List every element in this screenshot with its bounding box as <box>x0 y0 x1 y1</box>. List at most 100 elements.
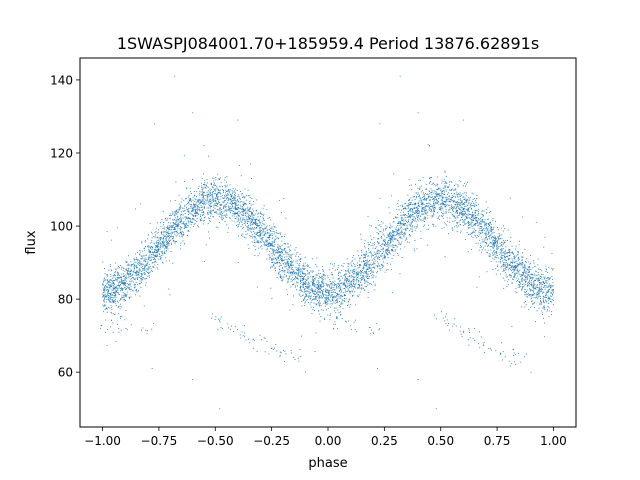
data-point <box>493 250 494 252</box>
data-point <box>459 203 461 205</box>
data-point <box>494 243 496 245</box>
data-point <box>156 222 158 224</box>
data-point <box>503 248 505 250</box>
data-point <box>176 213 178 215</box>
data-point <box>340 286 342 288</box>
data-point <box>290 272 292 274</box>
data-point <box>477 235 478 237</box>
data-point <box>512 262 513 264</box>
data-point <box>157 264 159 266</box>
data-point <box>250 211 252 213</box>
data-point <box>525 281 527 283</box>
data-point <box>441 193 443 194</box>
data-point <box>369 260 371 262</box>
data-point <box>322 265 324 267</box>
data-point <box>500 252 502 254</box>
data-point <box>431 194 433 196</box>
data-point <box>244 202 246 204</box>
data-point <box>193 218 195 220</box>
data-point <box>400 223 401 224</box>
data-point <box>322 292 324 294</box>
data-point <box>128 287 129 289</box>
data-point <box>118 282 120 284</box>
data-point <box>441 191 443 193</box>
data-point <box>538 284 540 286</box>
data-point <box>212 196 214 198</box>
data-point <box>290 264 292 266</box>
data-point <box>253 201 254 203</box>
data-point <box>523 279 525 281</box>
data-point <box>433 205 435 207</box>
data-point <box>177 226 179 228</box>
data-point <box>321 281 323 283</box>
data-point <box>233 203 235 204</box>
data-point <box>434 211 436 212</box>
data-point <box>214 211 216 213</box>
data-point <box>239 191 241 192</box>
data-point <box>480 217 482 219</box>
data-point <box>302 277 304 279</box>
data-point <box>161 231 163 233</box>
data-point <box>243 223 245 224</box>
data-point <box>408 204 409 206</box>
data-point <box>115 303 117 305</box>
data-point <box>151 254 153 256</box>
data-point <box>438 187 439 189</box>
data-point <box>355 276 357 278</box>
data-point <box>387 249 389 250</box>
data-point <box>494 245 495 247</box>
data-point <box>295 253 297 255</box>
data-point <box>268 236 270 238</box>
data-point <box>522 266 524 268</box>
data-point <box>489 225 491 226</box>
data-point <box>398 242 400 244</box>
data-point <box>435 203 437 205</box>
data-point <box>320 292 322 294</box>
data-point <box>355 269 357 271</box>
data-point <box>262 241 264 243</box>
data-point <box>318 281 320 283</box>
data-point <box>123 273 124 275</box>
data-point <box>448 199 450 200</box>
data-point <box>320 288 322 290</box>
data-point <box>439 203 441 205</box>
data-point <box>495 273 497 275</box>
data-point <box>492 232 494 234</box>
data-point <box>155 256 157 257</box>
data-point <box>180 221 182 222</box>
data-point <box>494 241 496 243</box>
data-point <box>464 239 466 240</box>
data-point <box>187 218 188 220</box>
data-point <box>539 277 541 279</box>
data-point <box>240 212 241 214</box>
data-point <box>270 258 272 260</box>
data-point <box>529 293 531 295</box>
data-point <box>222 189 224 191</box>
data-point <box>148 264 150 265</box>
data-point <box>137 284 138 286</box>
data-point <box>524 270 526 272</box>
data-point <box>430 208 432 210</box>
data-point <box>125 276 127 278</box>
data-point <box>126 261 128 263</box>
data-point <box>144 273 146 275</box>
data-point <box>345 289 347 291</box>
data-point <box>394 249 396 251</box>
data-point <box>345 291 347 292</box>
data-point <box>259 241 261 242</box>
data-point <box>177 218 179 220</box>
data-point <box>203 204 205 206</box>
data-point <box>402 208 404 210</box>
data-point <box>439 187 441 189</box>
data-point <box>529 275 531 277</box>
data-point <box>505 256 507 258</box>
data-point <box>493 240 495 241</box>
data-point <box>421 200 423 202</box>
data-point <box>160 251 162 253</box>
data-point <box>482 221 483 223</box>
data-point <box>256 219 258 220</box>
data-point <box>166 228 168 230</box>
data-point <box>546 277 548 279</box>
data-point <box>424 212 426 214</box>
data-point <box>539 304 541 306</box>
